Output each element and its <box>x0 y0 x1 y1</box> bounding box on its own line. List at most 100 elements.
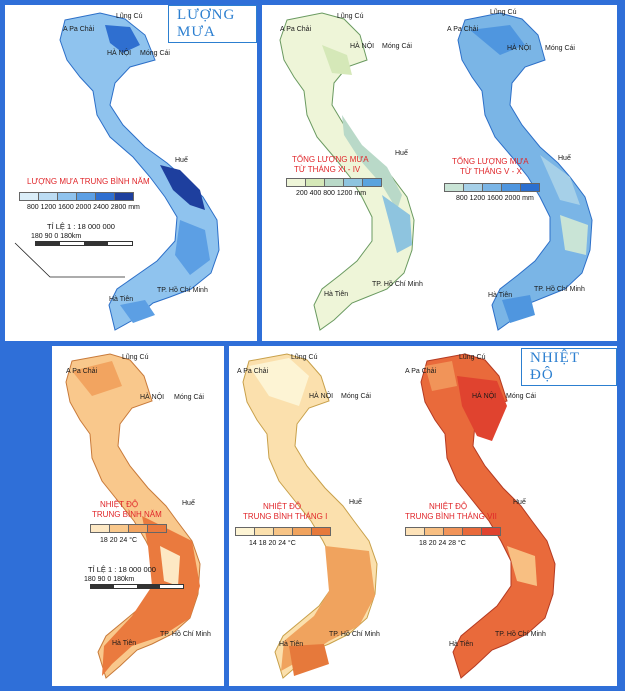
legend-swatch <box>90 524 109 533</box>
place-ha-tien: Hà Tiên <box>112 640 137 647</box>
place-ha-noi: HÀ NỘI <box>472 393 497 400</box>
legend-swatch <box>462 527 481 536</box>
panel-seasonal-rainfall: Lũng Cú A Pa Chải HÀ NỘI Móng Cái Huế TP… <box>262 5 617 341</box>
map-temp-july <box>420 353 556 679</box>
panel-annual-rainfall: LƯỢNG MƯA Lũng Cú A Pa Chải HÀ NỘI Móng … <box>5 5 257 341</box>
legend-swatch <box>292 527 311 536</box>
place-ha-noi: HÀ NỘI <box>107 50 132 57</box>
map-rain-nov-apr <box>279 12 415 331</box>
map-annual-temperature <box>65 353 201 679</box>
legend-swatch <box>362 178 382 187</box>
legend-swatch <box>19 192 38 201</box>
map2-legend-ticks: 200 400 800 1200 mm <box>296 190 367 197</box>
legend-swatch <box>273 527 292 536</box>
legend-swatch <box>444 183 463 192</box>
legend-swatch <box>128 524 147 533</box>
place-lung-cu: Lũng Cú <box>490 9 517 16</box>
place-mong-cai: Móng Cái <box>545 45 575 52</box>
place-mong-cai: Móng Cái <box>140 50 170 57</box>
map4-scale-bar <box>90 584 184 589</box>
map2-title-1: TỔNG LƯỢNG MƯA <box>292 155 369 164</box>
temperature-section-title: NHIỆT ĐỘ <box>521 348 617 386</box>
place-hue: Huế <box>395 150 408 157</box>
legend-swatch <box>463 183 482 192</box>
legend-swatch <box>443 527 462 536</box>
place-ha-tien: Hà Tiên <box>488 292 513 299</box>
place-mong-cai: Móng Cái <box>341 393 371 400</box>
place-ha-tien: Hà Tiên <box>279 641 304 648</box>
legend-swatch <box>254 527 273 536</box>
place-hue: Huế <box>513 499 526 506</box>
place-mong-cai: Móng Cái <box>382 43 412 50</box>
legend-swatch <box>76 192 95 201</box>
panel-annual-temperature: Lũng Cú A Pa Chải HÀ NỘI Móng Cái Huế TP… <box>52 346 224 686</box>
place-hue: Huế <box>182 500 195 507</box>
place-hcm: TP. Hồ Chí Minh <box>160 631 211 638</box>
map6-legend-ticks: 18 20 24 28 °C <box>419 540 466 547</box>
panel-monthly-temperature: NHIỆT ĐỘ Lũng Cú A Pa Chải HÀ NỘI Móng C… <box>229 346 617 686</box>
legend-swatch <box>305 178 324 187</box>
place-mong-cai: Móng Cái <box>174 394 204 401</box>
map1-title: LƯỢNG MƯA TRUNG BÌNH NĂM <box>27 177 150 186</box>
place-hcm: TP. Hồ Chí Minh <box>329 631 380 638</box>
map1-scale-title: TỈ LỆ 1 : 18 000 000 <box>47 222 115 231</box>
map1-legend <box>19 192 134 201</box>
map5-legend-ticks: 14 18 20 24 °C <box>249 540 296 547</box>
legend-swatch <box>501 183 520 192</box>
place-ha-noi: HÀ NỘI <box>140 394 165 401</box>
map4-scale-title: TỈ LỆ 1 : 18 000 000 <box>88 565 156 574</box>
place-ha-noi: HÀ NỘI <box>350 43 375 50</box>
map3-legend <box>444 183 540 192</box>
legend-swatch <box>343 178 362 187</box>
map3-legend-ticks: 800 1200 1600 2000 mm <box>456 195 534 202</box>
place-hue: Huế <box>175 157 188 164</box>
place-apa-chai: A Pa Chải <box>63 26 95 33</box>
place-apa-chai: A Pa Chải <box>66 368 98 375</box>
map6-title-1: NHIỆT ĐỘ <box>429 502 468 511</box>
place-ha-tien: Hà Tiên <box>109 296 134 303</box>
map6-legend <box>405 527 501 536</box>
place-ha-tien: Hà Tiên <box>449 641 474 648</box>
place-hcm: TP. Hồ Chí Minh <box>372 281 423 288</box>
map2-legend <box>286 178 382 187</box>
place-mong-cai: Móng Cái <box>506 393 536 400</box>
place-ha-noi: HÀ NỘI <box>507 45 532 52</box>
legend-swatch <box>520 183 540 192</box>
map4-scale-ticks: 180 90 0 180km <box>84 576 135 583</box>
legend-swatch <box>286 178 305 187</box>
place-hue: Huế <box>558 155 571 162</box>
place-ha-noi: HÀ NỘI <box>309 393 334 400</box>
legend-swatch <box>109 524 128 533</box>
map4-legend <box>90 524 167 533</box>
place-apa-chai: A Pa Chải <box>280 26 312 33</box>
map4-legend-ticks: 18 20 24 °C <box>100 537 138 544</box>
place-ha-tien: Hà Tiên <box>324 291 349 298</box>
map5-title-2: TRUNG BÌNH THÁNG I <box>243 512 328 521</box>
map5-title-1: NHIỆT ĐỘ <box>263 502 302 511</box>
place-lung-cu: Lũng Cú <box>122 354 149 361</box>
place-hcm: TP. Hồ Chí Minh <box>157 287 208 294</box>
map4-title-1: NHIỆT ĐỘ <box>100 500 139 509</box>
legend-swatch <box>57 192 76 201</box>
place-hue: Huế <box>349 499 362 506</box>
place-hcm: TP. Hồ Chí Minh <box>534 286 585 293</box>
map1-scale-ticks: 180 90 0 180km <box>31 233 82 240</box>
map5-legend <box>235 527 331 536</box>
legend-swatch <box>405 527 424 536</box>
place-lung-cu: Lũng Cú <box>337 13 364 20</box>
map2-title-2: TỪ THÁNG XI - IV <box>294 165 361 174</box>
legend-swatch <box>481 527 501 536</box>
legend-swatch <box>324 178 343 187</box>
place-apa-chai: A Pa Chải <box>405 368 437 375</box>
legend-swatch <box>424 527 443 536</box>
map1-legend-ticks: 800 1200 1600 2000 2400 2800 mm <box>27 204 140 211</box>
map-annual-rainfall <box>14 12 220 331</box>
map-temp-january <box>242 353 378 679</box>
place-hcm: TP. Hồ Chí Minh <box>495 631 546 638</box>
map3-title-1: TỔNG LƯỢNG MƯA <box>452 157 529 166</box>
map1-scale-bar <box>35 241 133 246</box>
legend-swatch <box>95 192 114 201</box>
legend-swatch <box>38 192 57 201</box>
place-apa-chai: A Pa Chải <box>447 26 479 33</box>
map-rain-may-oct <box>457 12 593 331</box>
